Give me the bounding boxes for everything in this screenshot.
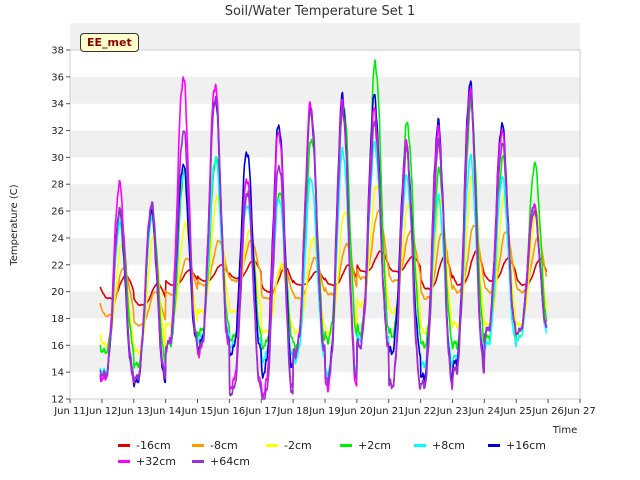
legend-item: +32cm — [118, 455, 192, 468]
y-tick-label: 34 — [51, 99, 64, 110]
x-tick-label: Jun 16 — [213, 406, 246, 417]
legend-item: +2cm — [340, 439, 414, 452]
legend-item: +16cm — [488, 439, 562, 452]
legend-item: -8cm — [192, 439, 266, 452]
y-tick-label: 24 — [51, 233, 64, 244]
series-line-plus64cm — [99, 92, 548, 400]
x-tick-label: Jun 25 — [499, 406, 532, 417]
y-tick-label: 32 — [51, 126, 64, 137]
grid-band — [70, 76, 580, 104]
x-tick-label: Jun 12 — [85, 406, 118, 417]
y-tick-label: 36 — [51, 72, 64, 83]
site-badge: EE_met — [80, 33, 139, 52]
y-axis: 12 14 16 18 20 22 24 26 28 30 32 34 36 38 — [51, 46, 70, 406]
x-tick-label: Jun 22 — [404, 406, 437, 417]
x-axis-label: Time — [552, 425, 577, 436]
legend-label: +64cm — [210, 455, 250, 468]
y-tick-label: 20 — [51, 287, 64, 298]
grid-band — [70, 130, 580, 158]
grid-band — [70, 23, 580, 50]
x-tick-label: Jun 23 — [436, 406, 469, 417]
legend-swatch — [266, 444, 278, 447]
y-tick-label: 18 — [51, 314, 64, 325]
legend-label: -16cm — [136, 439, 171, 452]
x-tick-label: Jun 18 — [276, 406, 309, 417]
x-tick-label: Jun 21 — [372, 406, 405, 417]
legend-label: -2cm — [284, 439, 312, 452]
x-tick-label: Jun 24 — [468, 406, 501, 417]
legend-label: +2cm — [358, 439, 391, 452]
x-tick-label: Jun 14 — [149, 406, 182, 417]
x-tick-label: Jun 11 — [53, 406, 86, 417]
x-tick-label: Jun 15 — [181, 406, 214, 417]
y-tick-label: 12 — [51, 395, 64, 406]
series-lines — [99, 59, 548, 400]
legend-label: +8cm — [432, 439, 465, 452]
legend-swatch — [192, 444, 204, 447]
grid-band — [70, 184, 580, 212]
x-tick-label: Jun 20 — [340, 406, 373, 417]
legend-item: -16cm — [118, 439, 192, 452]
legend-item: +8cm — [414, 439, 488, 452]
y-tick-label: 38 — [51, 46, 64, 57]
legend-label: +32cm — [136, 455, 176, 468]
x-tick-label: Jun 13 — [117, 406, 150, 417]
legend-swatch — [340, 444, 352, 447]
y-tick-label: 28 — [51, 180, 64, 191]
x-tick-label: Jun 19 — [308, 406, 341, 417]
y-tick-label: 22 — [51, 260, 64, 271]
legend-row: -16cm -8cm -2cm +2cm +8cm +16cm — [118, 439, 562, 452]
y-tick-label: 26 — [51, 207, 64, 218]
y-axis-label: Temperature (C) — [9, 184, 20, 266]
x-tick-label: Jun 17 — [244, 406, 277, 417]
legend-label: -8cm — [210, 439, 238, 452]
legend-row: +32cm +64cm — [118, 455, 266, 468]
y-tick-label: 16 — [51, 341, 64, 352]
y-tick-label: 14 — [51, 368, 64, 379]
legend-swatch — [118, 460, 130, 463]
legend-item: -2cm — [266, 439, 340, 452]
y-tick-label: 30 — [51, 153, 64, 164]
x-tick-label: Jun 27 — [563, 406, 596, 417]
legend-swatch — [192, 460, 204, 463]
chart-title: Soil/Water Temperature Set 1 — [225, 4, 416, 19]
legend-item: +64cm — [192, 455, 266, 468]
legend-label: +16cm — [506, 439, 546, 452]
x-axis: Jun 11 Jun 12 Jun 13 Jun 14 Jun 15 Jun 16 Jun … — [53, 399, 596, 417]
legend-swatch — [488, 444, 500, 447]
legend-swatch — [118, 444, 130, 447]
x-tick-label: Jun 26 — [531, 406, 564, 417]
legend-swatch — [414, 444, 426, 447]
